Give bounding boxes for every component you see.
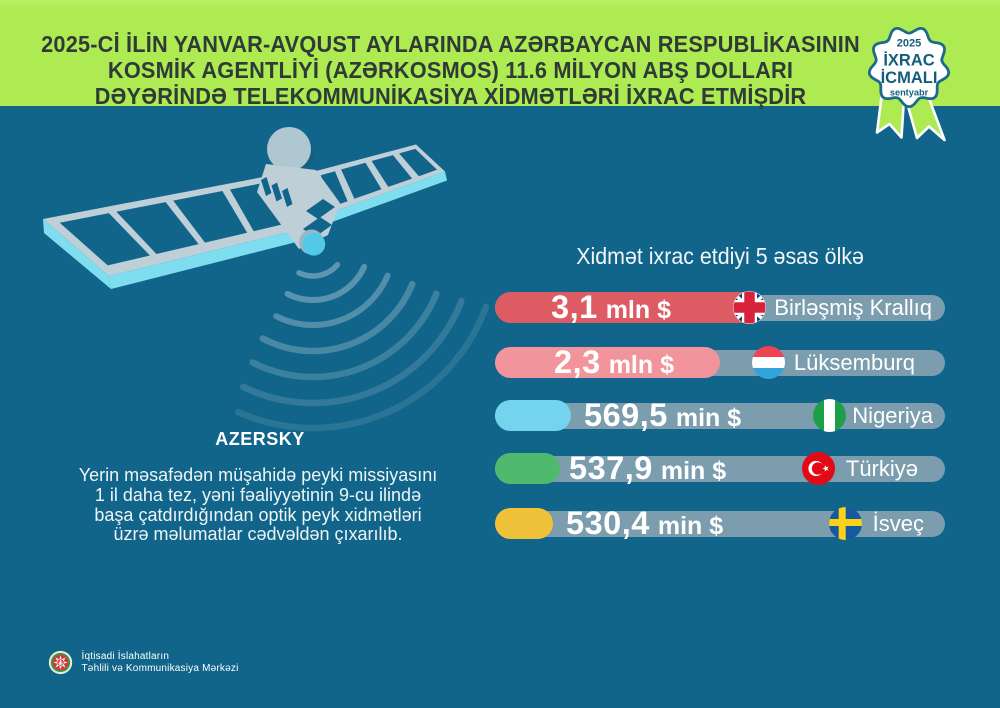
svg-text:İXRAC: İXRAC (883, 52, 934, 70)
svg-text:2025: 2025 (897, 38, 921, 50)
svg-text:İCMALI: İCMALI (881, 69, 938, 87)
svg-text:sentyabr: sentyabr (890, 88, 929, 98)
